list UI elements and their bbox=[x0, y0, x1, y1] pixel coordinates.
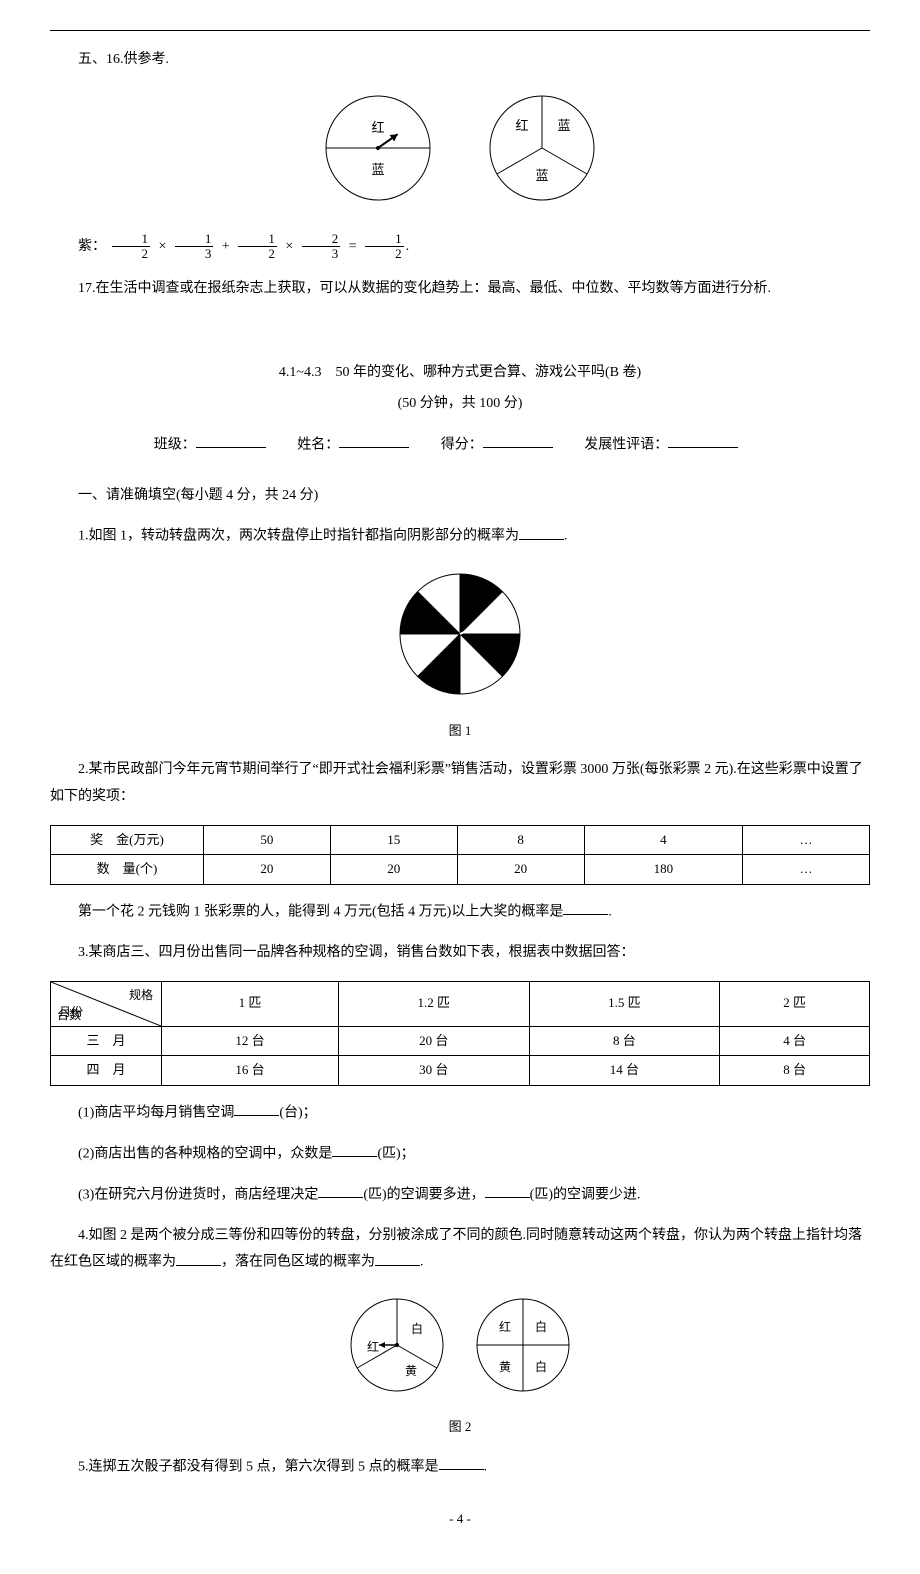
class-label: 班级： bbox=[154, 437, 196, 452]
question-5: 5.连掷五次骰子都没有得到 5 点，第六次得到 5 点的概率是. bbox=[50, 1454, 870, 1481]
question-3-2: (2)商店出售的各种规格的空调中，众数是(匹)； bbox=[50, 1141, 870, 1168]
pie-red-blue-half: 红 蓝 bbox=[318, 88, 438, 208]
label-red: 红 bbox=[372, 120, 385, 135]
score-label: 得分： bbox=[441, 437, 483, 452]
svg-text:白: 白 bbox=[411, 1321, 423, 1336]
q5-blank[interactable] bbox=[439, 1454, 484, 1470]
table-row: 数 量(个) 20 20 20 180 … bbox=[51, 855, 870, 885]
pie-eight-half-shaded bbox=[390, 564, 530, 704]
question-3-3: (3)在研究六月份进货时，商店经理决定(匹)的空调要多进，(匹)的空调要少进. bbox=[50, 1182, 870, 1209]
purple-equation: 紫： 12 × 13 + 12 × 23 = 12. bbox=[50, 232, 870, 262]
pie-quarters: 红 白 黄 白 bbox=[468, 1290, 578, 1400]
pie-thirds: 白 红 黄 bbox=[342, 1290, 452, 1400]
class-input[interactable] bbox=[196, 432, 266, 448]
q3-3-blank1[interactable] bbox=[318, 1182, 363, 1198]
question-2-intro: 2.某市民政部门今年元宵节期间举行了“即开式社会福利彩票”销售活动，设置彩票 3… bbox=[50, 757, 870, 810]
table-row: 四 月 16 台 30 台 14 台 8 台 bbox=[51, 1056, 870, 1086]
name-label: 姓名： bbox=[297, 437, 339, 452]
table-row: 三 月 12 台 20 台 8 台 4 台 bbox=[51, 1026, 870, 1056]
question-4: 4.如图 2 是两个被分成三等份和四等份的转盘，分别被涂成了不同的颜色.同时随意… bbox=[50, 1223, 870, 1277]
answer-17: 17.在生活中调查或在报纸杂志上获取，可以从数据的变化趋势上：最高、最低、中位数… bbox=[50, 276, 870, 303]
label-blue: 蓝 bbox=[557, 118, 570, 133]
svg-text:黄: 黄 bbox=[499, 1360, 511, 1374]
figure-1 bbox=[50, 564, 870, 715]
label-blue: 蓝 bbox=[372, 162, 385, 177]
comment-label: 发展性评语： bbox=[584, 437, 668, 452]
svg-text:黄: 黄 bbox=[405, 1364, 417, 1378]
answer-16-heading: 五、16.供参考. bbox=[50, 47, 870, 74]
q2-blank[interactable] bbox=[563, 899, 608, 915]
q3-2-blank[interactable] bbox=[332, 1141, 377, 1157]
section-title-2: (50 分钟，共 100 分) bbox=[50, 391, 870, 418]
diagonal-header-cell: 规格 月份 台数 bbox=[51, 981, 162, 1026]
name-input[interactable] bbox=[339, 432, 409, 448]
section-title-1: 4.1~4.3 50 年的变化、哪种方式更合算、游戏公平吗(B 卷) bbox=[50, 360, 870, 387]
label-blue: 蓝 bbox=[535, 168, 548, 183]
top-border bbox=[50, 30, 870, 31]
question-3-intro: 3.某商店三、四月份出售同一品牌各种规格的空调，销售台数如下表，根据表中数据回答… bbox=[50, 940, 870, 967]
section-1-heading: 一、请准确填空(每小题 4 分，共 24 分) bbox=[50, 483, 870, 510]
figure-2-label: 图 2 bbox=[50, 1415, 870, 1440]
q3-3-blank2[interactable] bbox=[485, 1182, 530, 1198]
q3-1-blank[interactable] bbox=[234, 1100, 279, 1116]
table-row: 奖 金(万元) 50 15 8 4 … bbox=[51, 825, 870, 855]
pie-red-blue-blue-thirds: 红 蓝 蓝 bbox=[482, 88, 602, 208]
question-2-ask: 第一个花 2 元钱购 1 张彩票的人，能得到 4 万元(包括 4 万元)以上大奖… bbox=[50, 899, 870, 926]
answer-16-diagrams: 红 蓝 红 蓝 蓝 bbox=[50, 88, 870, 219]
lottery-table: 奖 金(万元) 50 15 8 4 … 数 量(个) 20 20 20 180 … bbox=[50, 825, 870, 885]
q1-blank[interactable] bbox=[519, 523, 564, 539]
purple-math: 12 × 13 + 12 × 23 = 12. bbox=[110, 239, 410, 254]
figure-2: 白 红 黄 红 白 黄 白 bbox=[50, 1290, 870, 1411]
question-3-1: (1)商店平均每月销售空调(台)； bbox=[50, 1100, 870, 1127]
svg-text:白: 白 bbox=[535, 1319, 547, 1334]
score-input[interactable] bbox=[483, 432, 553, 448]
svg-text:白: 白 bbox=[535, 1359, 547, 1374]
page-number: - 4 - bbox=[50, 1507, 870, 1532]
figure-1-label: 图 1 bbox=[50, 719, 870, 744]
student-info-row: 班级： 姓名： 得分： 发展性评语： bbox=[50, 432, 870, 459]
label-red: 红 bbox=[515, 118, 528, 133]
purple-prefix: 紫： bbox=[78, 239, 106, 254]
aircon-table: 规格 月份 台数 1 匹 1.2 匹 1.5 匹 2 匹 三 月 12 台 20… bbox=[50, 981, 870, 1086]
q4-blank2[interactable] bbox=[375, 1249, 420, 1265]
q4-blank1[interactable] bbox=[176, 1249, 221, 1265]
comment-input[interactable] bbox=[668, 432, 738, 448]
table-row: 规格 月份 台数 1 匹 1.2 匹 1.5 匹 2 匹 bbox=[51, 981, 870, 1026]
svg-text:红: 红 bbox=[367, 1339, 379, 1354]
svg-text:红: 红 bbox=[499, 1319, 511, 1334]
question-1: 1.如图 1，转动转盘两次，两次转盘停止时指针都指向阴影部分的概率为. bbox=[50, 523, 870, 550]
